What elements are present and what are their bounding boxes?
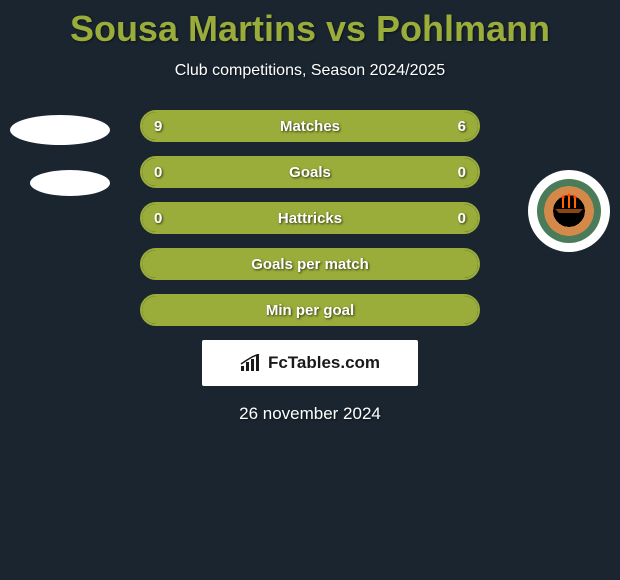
footer-date: 26 november 2024	[0, 404, 620, 424]
ellipse-icon	[30, 170, 110, 196]
stat-row: Min per goal	[140, 294, 480, 326]
stat-right-value: 0	[458, 164, 466, 181]
ellipse-icon	[10, 115, 110, 145]
stat-fill-right	[310, 158, 478, 186]
stat-label: Goals	[289, 164, 331, 181]
stat-left-value: 0	[154, 164, 162, 181]
stat-label: Hattricks	[278, 210, 342, 227]
brand-box: FcTables.com	[202, 340, 418, 386]
brand-label: FcTables.com	[240, 353, 380, 373]
stat-label: Matches	[280, 118, 340, 135]
stat-label: Min per goal	[266, 302, 354, 319]
chart-icon	[240, 354, 262, 372]
stat-right-value: 0	[458, 210, 466, 227]
stat-label: Goals per match	[251, 256, 369, 273]
brand-text: FcTables.com	[268, 353, 380, 373]
stat-left-value: 0	[154, 210, 162, 227]
club-crest-icon	[528, 170, 610, 252]
page-subtitle: Club competitions, Season 2024/2025	[0, 62, 620, 80]
stat-row: 0 0 Goals	[140, 156, 480, 188]
right-player-badge	[528, 170, 610, 252]
stat-row: Goals per match	[140, 248, 480, 280]
stat-left-value: 9	[154, 118, 162, 135]
stats-container: 9 6 Matches 0 0 Goals 0 0 Hattricks Goals per mat…	[140, 110, 480, 326]
left-player-badge	[10, 115, 110, 221]
stat-row: 9 6 Matches	[140, 110, 480, 142]
page-title: Sousa Martins vs Pohlmann	[0, 0, 620, 50]
stat-row: 0 0 Hattricks	[140, 202, 480, 234]
stat-right-value: 6	[458, 118, 466, 135]
boat-icon	[553, 193, 585, 215]
stat-fill-left	[142, 158, 310, 186]
